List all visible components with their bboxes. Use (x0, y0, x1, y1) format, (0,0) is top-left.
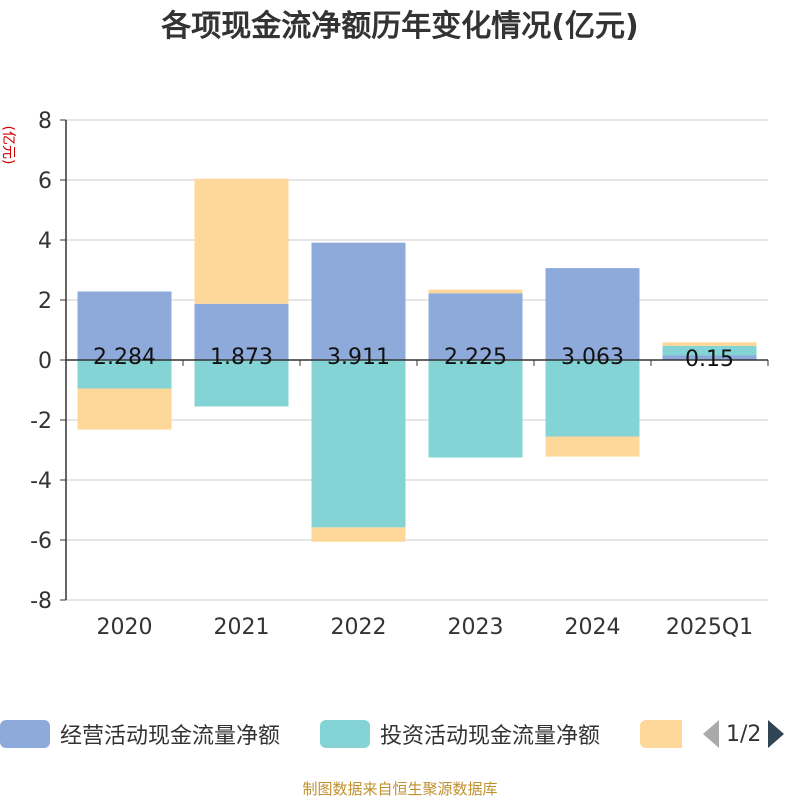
source-footer: 制图数据来自恒生聚源数据库 (302, 780, 498, 798)
y-tick-label: -6 (30, 529, 52, 554)
x-tick-label: 2025Q1 (666, 615, 753, 640)
bar-series1-2022 (311, 242, 406, 360)
bar-series1-2020 (77, 291, 172, 360)
legend-item-operating[interactable]: 经营活动现金流量净额 (0, 716, 280, 752)
y-tick-label: -8 (30, 589, 52, 614)
y-tick-label: 8 (38, 109, 52, 134)
bar-series3-2022 (311, 527, 406, 542)
data-label: 2.225 (444, 345, 507, 370)
x-tick-label: 2022 (331, 615, 387, 640)
data-label: 2.284 (93, 345, 156, 370)
x-tick-label: 2023 (448, 615, 504, 640)
bar-series3-2025Q1 (662, 342, 757, 346)
legend-swatch-investing (320, 720, 370, 748)
bar-series3-2021 (194, 178, 289, 304)
bar-series1-2021 (194, 303, 289, 360)
bar-series3-2024 (545, 436, 640, 457)
bar-series1-2025Q1 (662, 355, 757, 360)
y-tick-label: 4 (38, 229, 52, 254)
legend-label-investing: 投资活动现金流量净额 (380, 724, 601, 749)
y-tick-label: -2 (30, 409, 52, 434)
data-label: 3.063 (561, 345, 624, 370)
y-tick-label: 2 (38, 289, 52, 314)
bar-series1-2023 (428, 293, 523, 360)
x-tick-label: 2024 (565, 615, 621, 640)
legend-swatch-operating (0, 720, 50, 748)
y-tick-label: -4 (30, 469, 52, 494)
prev-page-icon[interactable] (702, 719, 720, 749)
bar-series2-2024 (545, 360, 640, 437)
legend-page-indicator: 1/2 (726, 721, 762, 747)
legend-swatch-financing (640, 720, 682, 748)
legend-item-investing[interactable]: 投资活动现金流量净额 (320, 716, 600, 752)
bar-series2-2022 (311, 360, 406, 528)
chart-title: 各项现金流净额历年变化情况(亿元) (160, 9, 638, 44)
next-page-icon[interactable] (767, 719, 785, 749)
bar-series3-2023 (428, 289, 523, 294)
y-tick-label: 6 (38, 169, 52, 194)
bar-series2-2025Q1 (662, 345, 757, 356)
legend-pager: 1/2 (702, 716, 785, 752)
data-label: 0.15 (685, 347, 734, 372)
x-tick-label: 2020 (97, 615, 153, 640)
bar-series1-2024 (545, 268, 640, 360)
y-tick-label: 0 (38, 349, 52, 374)
bar-series2-2020 (77, 360, 172, 389)
legend-label-operating: 经营活动现金流量净额 (60, 724, 281, 749)
bar-series2-2021 (194, 360, 289, 407)
bar-series3-2020 (77, 388, 172, 430)
bar-series2-2023 (428, 360, 523, 458)
cash-flow-chart: 各项现金流净额历年变化情况(亿元) (亿元) 8 6 4 2 0 -2 -4 -6 -8 202… (0, 9, 769, 640)
data-label: 1.873 (210, 345, 273, 370)
legend-item-financing[interactable] (640, 716, 682, 752)
x-tick-label: 2021 (214, 615, 270, 640)
y-axis-label: (亿元) (0, 126, 16, 165)
data-label: 3.911 (327, 345, 390, 370)
legend: 经营活动现金流量净额 投资活动现金流量净额 1/2 (0, 716, 800, 752)
